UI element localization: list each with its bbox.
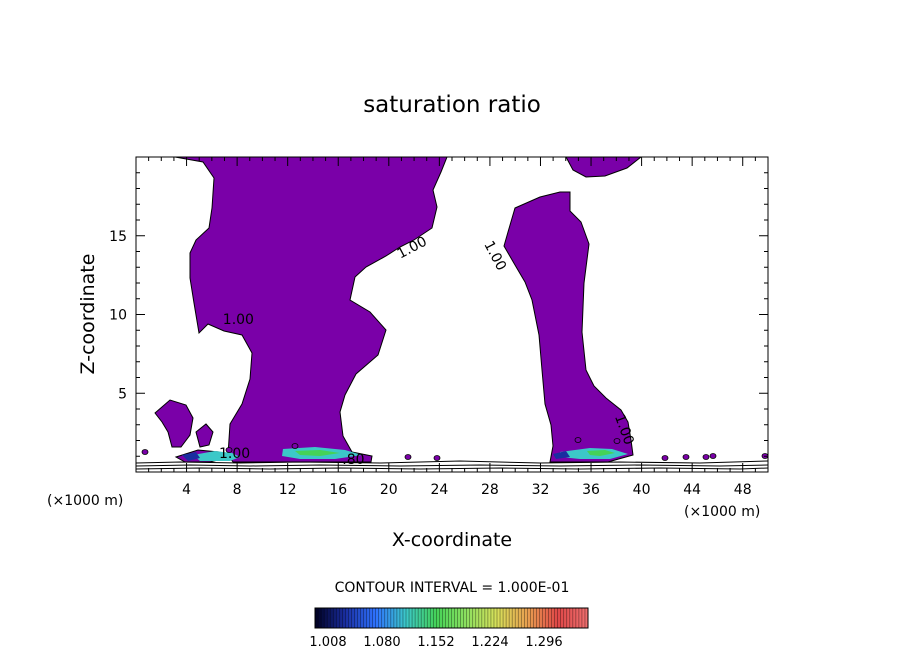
saturation-cell-11 [291, 443, 299, 449]
x-tick-label: 36 [582, 482, 600, 498]
x-tick-label: 48 [734, 482, 752, 498]
contour-label: 1.00 [223, 312, 254, 328]
saturation-region-left [174, 157, 448, 463]
x-tick-labels: 4 8 12 16 20 24 28 32 36 40 44 48 [182, 482, 752, 498]
y-tick-label: 5 [118, 386, 127, 402]
x-tick-label: 16 [329, 482, 347, 498]
saturation-region-small-left-2 [195, 423, 214, 448]
colorbar-tick-label: 1.080 [363, 635, 400, 650]
band-center-core [295, 450, 340, 456]
surface-contour-3 [136, 467, 768, 470]
y-tick-label: 10 [109, 308, 127, 324]
y-tick-labels: 5 10 15 [109, 229, 127, 403]
colorbar-frame [314, 607, 589, 629]
saturation-cell-6 [682, 454, 690, 460]
band-dark-left [182, 452, 200, 461]
y-tick-label: 15 [109, 229, 127, 245]
surface-contour-lines [136, 460, 768, 470]
colorbar-tick-labels: 1.008 1.080 1.152 1.224 1.296 [309, 635, 562, 650]
high-saturation-bands [182, 447, 628, 461]
colorbar-tick-label: 1.008 [309, 635, 346, 650]
band-left [193, 451, 240, 461]
x-unit-left: (×1000 m) [47, 493, 123, 509]
x-tick-label: 32 [532, 482, 550, 498]
saturation-cell-0 [141, 449, 149, 455]
axis-ticks [136, 157, 768, 472]
colorbar-tick-label: 1.224 [471, 635, 508, 650]
saturation-region-top-right [565, 157, 642, 178]
saturation-cell-7 [702, 454, 710, 460]
x-tick-label: 28 [481, 482, 499, 498]
saturation-cell-1 [404, 454, 412, 460]
band-right-core [587, 450, 615, 456]
saturation-cell-4 [613, 438, 621, 444]
x-tick-label: 12 [279, 482, 297, 498]
saturation-cell-8 [709, 453, 717, 459]
saturation-cell-5 [661, 455, 669, 461]
surface-contour-1 [136, 460, 768, 464]
x-tick-label: 24 [430, 482, 448, 498]
colorbar: 1.008 1.080 1.152 1.224 1.296 [309, 607, 589, 650]
small-saturation-cells [141, 437, 768, 461]
saturation-region-right [503, 191, 634, 463]
colorbar-tick-label: 1.296 [525, 635, 562, 650]
saturation-cell-3 [574, 437, 582, 443]
x-tick-label: 40 [633, 482, 651, 498]
x-tick-label: 44 [683, 482, 701, 498]
contour-label: 1.00 [219, 446, 250, 462]
saturation-cell-2 [433, 455, 441, 461]
x-tick-label: 8 [233, 482, 242, 498]
saturation-cell-10 [225, 447, 233, 453]
surface-contour-2 [136, 464, 768, 467]
saturation-fill-group [154, 157, 642, 463]
colorbar-tick-label: 1.152 [417, 635, 454, 650]
contour-label: .80 [342, 452, 364, 468]
y-axis-title: Z-coordinate [77, 254, 99, 375]
plot-area [136, 157, 768, 472]
x-tick-label: 4 [182, 482, 191, 498]
x-axis-title: X-coordinate [392, 529, 512, 551]
x-unit-right: (×1000 m) [684, 504, 760, 520]
band-dark-right [553, 451, 570, 459]
saturation-region-small-left [154, 399, 194, 448]
contour-interval-text: CONTOUR INTERVAL = 1.000E-01 [335, 580, 570, 596]
colorbar-stripes [317, 608, 586, 628]
chart-title: saturation ratio [363, 92, 541, 118]
x-tick-label: 20 [380, 482, 398, 498]
